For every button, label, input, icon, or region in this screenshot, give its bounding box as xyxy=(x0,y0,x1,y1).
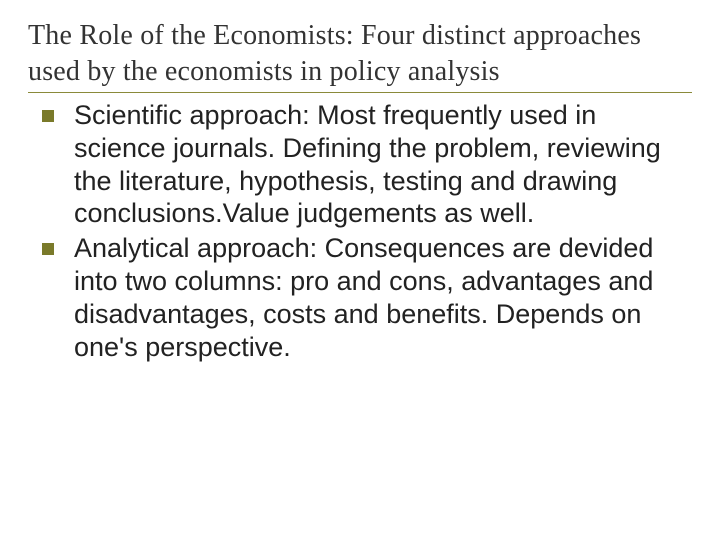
bullet-text: Scientific approach: Most frequently use… xyxy=(74,99,692,231)
slide: The Role of the Economists: Four distinc… xyxy=(0,0,720,540)
title-block: The Role of the Economists: Four distinc… xyxy=(28,18,692,93)
list-item: Analytical approach: Consequences are de… xyxy=(42,232,692,364)
list-item: Scientific approach: Most frequently use… xyxy=(42,99,692,231)
square-bullet-icon xyxy=(42,110,54,122)
slide-title: The Role of the Economists: Four distinc… xyxy=(28,18,692,90)
bullet-text: Analytical approach: Consequences are de… xyxy=(74,232,692,364)
bullet-list: Scientific approach: Most frequently use… xyxy=(28,99,692,365)
square-bullet-icon xyxy=(42,243,54,255)
